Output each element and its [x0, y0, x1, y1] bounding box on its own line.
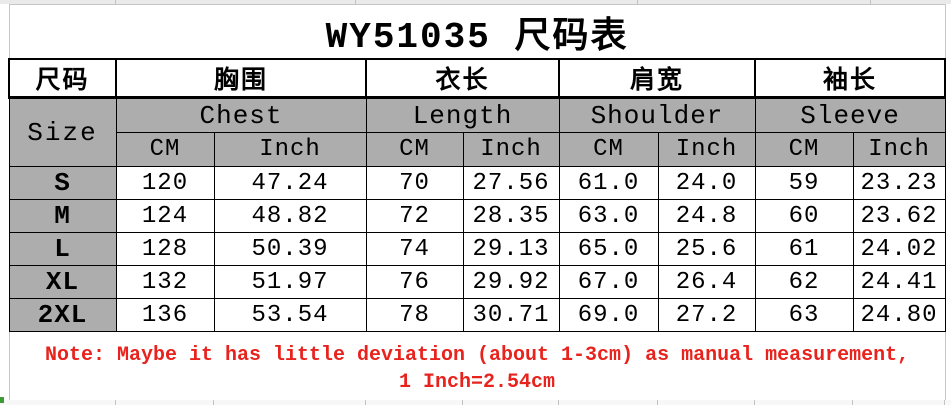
cell-sleeve-cm: 63 [754, 298, 854, 332]
cell-sleeve-cm: 61 [754, 232, 854, 266]
header-unit-length-cm: CM [365, 132, 464, 167]
table-row-l: L 128 50.39 74 29.13 65.0 25.6 61 24.02 [8, 232, 946, 266]
note-cell: Note: Maybe it has little deviation (abo… [8, 331, 946, 405]
cell-chest-inch: 48.82 [213, 199, 367, 233]
grid-line [754, 400, 755, 405]
cell-chest-inch: 50.39 [213, 232, 367, 266]
header-unit-sleeve-inch: Inch [852, 132, 946, 167]
cell-chest-cm: 120 [115, 166, 215, 200]
cell-shoulder-cm: 69.0 [558, 298, 659, 332]
grid-line [115, 0, 116, 4]
spreadsheet-row-sliver-top [0, 0, 951, 4]
grid-line [115, 400, 116, 405]
cell-sleeve-cm: 62 [754, 265, 854, 299]
cell-shoulder-cm: 61.0 [558, 166, 659, 200]
cell-shoulder-cm: 65.0 [558, 232, 659, 266]
cell-length-cm: 76 [365, 265, 464, 299]
cell-shoulder-inch: 27.2 [657, 298, 756, 332]
header-unit-chest-inch: Inch [213, 132, 367, 167]
cell-length-cm: 72 [365, 199, 464, 233]
cell-length-cm: 74 [365, 232, 464, 266]
selection-corner-mark [0, 397, 4, 403]
header-cn-length: 衣长 [365, 58, 560, 99]
grid-line [213, 400, 214, 405]
grid-line [558, 400, 559, 405]
header-cn-shoulder: 肩宽 [558, 58, 756, 99]
cell-chest-inch: 53.54 [213, 298, 367, 332]
cell-chest-inch: 47.24 [213, 166, 367, 200]
grid-line [944, 400, 945, 405]
header-unit-sleeve-cm: CM [754, 132, 854, 167]
cell-length-cm: 70 [365, 166, 464, 200]
cell-shoulder-inch: 26.4 [657, 265, 756, 299]
cell-shoulder-inch: 25.6 [657, 232, 756, 266]
cell-chest-cm: 124 [115, 199, 215, 233]
header-unit-chest-cm: CM [115, 132, 215, 167]
header-group-length: Length [365, 97, 560, 133]
cell-size: M [8, 199, 117, 233]
cell-shoulder-cm: 63.0 [558, 199, 659, 233]
table-title-cell: WY51035 尺码表 [8, 4, 946, 59]
cell-size: XL [8, 265, 117, 299]
cell-length-cm: 78 [365, 298, 464, 332]
cell-sleeve-inch: 23.23 [852, 166, 946, 200]
cell-chest-inch: 51.97 [213, 265, 367, 299]
spreadsheet-row-sliver-bottom [0, 400, 951, 405]
grid-line [355, 0, 356, 4]
cell-sleeve-inch: 23.62 [852, 199, 946, 233]
cell-length-inch: 30.71 [462, 298, 560, 332]
table-row-s: S 120 47.24 70 27.56 61.0 24.0 59 23.23 [8, 166, 946, 200]
cell-sleeve-inch: 24.41 [852, 265, 946, 299]
table-row-m: M 124 48.82 72 28.35 63.0 24.8 60 23.62 [8, 199, 946, 233]
header-unit-shoulder-inch: Inch [657, 132, 756, 167]
grid-line [852, 400, 853, 405]
header-unit-length-inch: Inch [462, 132, 560, 167]
size-chart-table: WY51035 尺码表 尺码 胸围 衣长 肩宽 袖长 Size Chest Le… [8, 4, 947, 405]
header-group-sleeve: Sleeve [754, 97, 946, 133]
note-line-2: 1 Inch=2.54cm [399, 370, 556, 394]
cell-chest-cm: 132 [115, 265, 215, 299]
header-group-shoulder: Shoulder [558, 97, 756, 133]
cell-length-inch: 27.56 [462, 166, 560, 200]
cell-sleeve-inch: 24.80 [852, 298, 946, 332]
grid-line [462, 400, 463, 405]
table-row-2xl: 2XL 136 53.54 78 30.71 69.0 27.2 63 24.8… [8, 298, 946, 332]
header-cn-chest: 胸围 [115, 58, 367, 99]
cell-chest-cm: 136 [115, 298, 215, 332]
cell-shoulder-inch: 24.0 [657, 166, 756, 200]
cell-sleeve-cm: 60 [754, 199, 854, 233]
cell-length-inch: 28.35 [462, 199, 560, 233]
grid-line [365, 400, 366, 405]
grid-line [657, 400, 658, 405]
header-cn-size: 尺码 [8, 58, 117, 99]
table-row-xl: XL 132 51.97 76 29.92 67.0 26.4 62 24.41 [8, 265, 946, 299]
cell-length-inch: 29.92 [462, 265, 560, 299]
header-size: Size [8, 97, 117, 167]
header-unit-shoulder-cm: CM [558, 132, 659, 167]
cell-size: L [8, 232, 117, 266]
cell-sleeve-cm: 59 [754, 166, 854, 200]
header-cn-sleeve: 袖长 [753, 58, 947, 99]
header-group-chest: Chest [115, 97, 367, 133]
cell-size: S [8, 166, 117, 200]
cell-shoulder-inch: 24.8 [657, 199, 756, 233]
grid-line [870, 0, 871, 4]
cell-chest-cm: 128 [115, 232, 215, 266]
cell-size: 2XL [8, 298, 117, 332]
page-title: WY51035 尺码表 [325, 16, 629, 58]
cell-length-inch: 29.13 [462, 232, 560, 266]
cell-shoulder-cm: 67.0 [558, 265, 659, 299]
cell-sleeve-inch: 24.02 [852, 232, 946, 266]
grid-line [637, 0, 638, 4]
note-line-1: Note: Maybe it has little deviation (abo… [44, 343, 910, 367]
